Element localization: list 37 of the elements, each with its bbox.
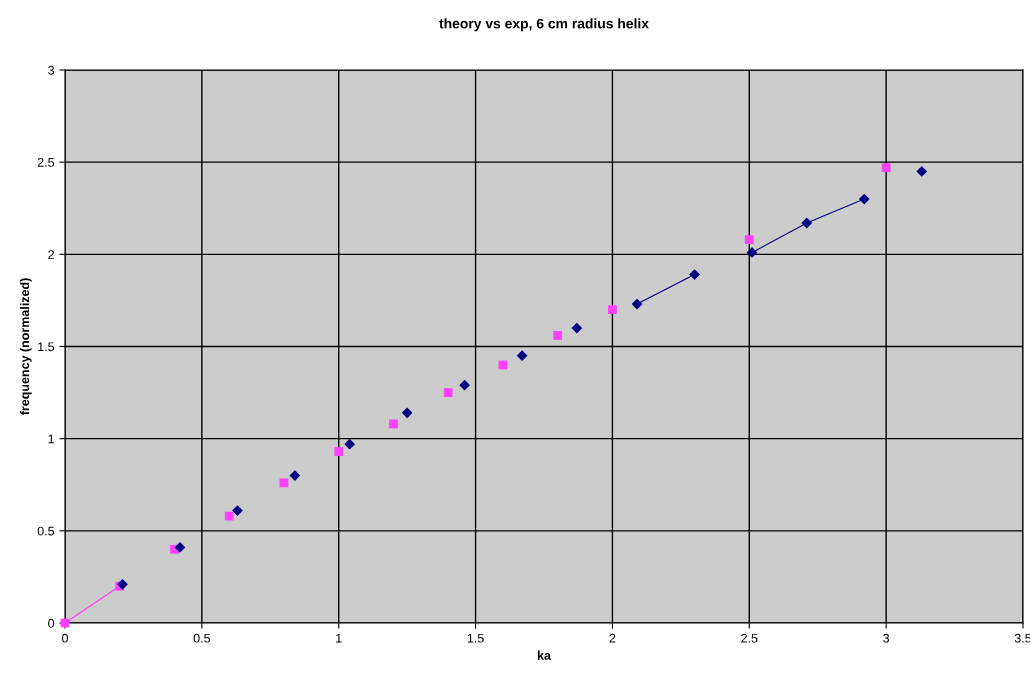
point: [744, 235, 754, 244]
x-axis-title: ka: [537, 650, 552, 660]
point: [608, 305, 617, 315]
x-tick-label: 0.5: [193, 633, 211, 643]
x-tick-label: 0: [62, 633, 68, 643]
point: [631, 298, 643, 310]
y-tick-label: 1: [48, 434, 54, 444]
x-tick-label: 2.5: [741, 633, 758, 643]
point: [516, 350, 528, 362]
chart-title: theory vs exp, 6 cm radius helix: [439, 18, 649, 32]
point: [689, 269, 700, 280]
point: [443, 388, 453, 397]
point: [571, 322, 583, 334]
point: [459, 379, 470, 391]
x-tick-label: 3: [883, 633, 890, 643]
point: [858, 193, 870, 205]
y-tick-label: 2: [48, 250, 54, 259]
point: [174, 542, 186, 553]
point: [553, 331, 563, 340]
point: [401, 407, 413, 419]
y-axis-title: frequency (normalized): [20, 278, 32, 416]
y-tick-label: 0: [48, 618, 55, 628]
point: [224, 511, 234, 521]
point: [916, 166, 928, 177]
y-tick-label: 1.5: [38, 342, 55, 352]
y-tick-label: 0.5: [37, 526, 55, 536]
point: [801, 217, 813, 229]
point: [232, 505, 243, 516]
point: [344, 438, 356, 450]
point: [334, 447, 344, 456]
point: [881, 163, 891, 173]
x-tick-label: 2: [609, 633, 616, 643]
x-tick-label: 1: [336, 633, 342, 643]
y-tick-label: 3: [48, 65, 55, 75]
x-tick-label: 1.5: [467, 633, 484, 643]
point: [389, 419, 398, 429]
y-tick-label: 2.5: [37, 157, 55, 167]
